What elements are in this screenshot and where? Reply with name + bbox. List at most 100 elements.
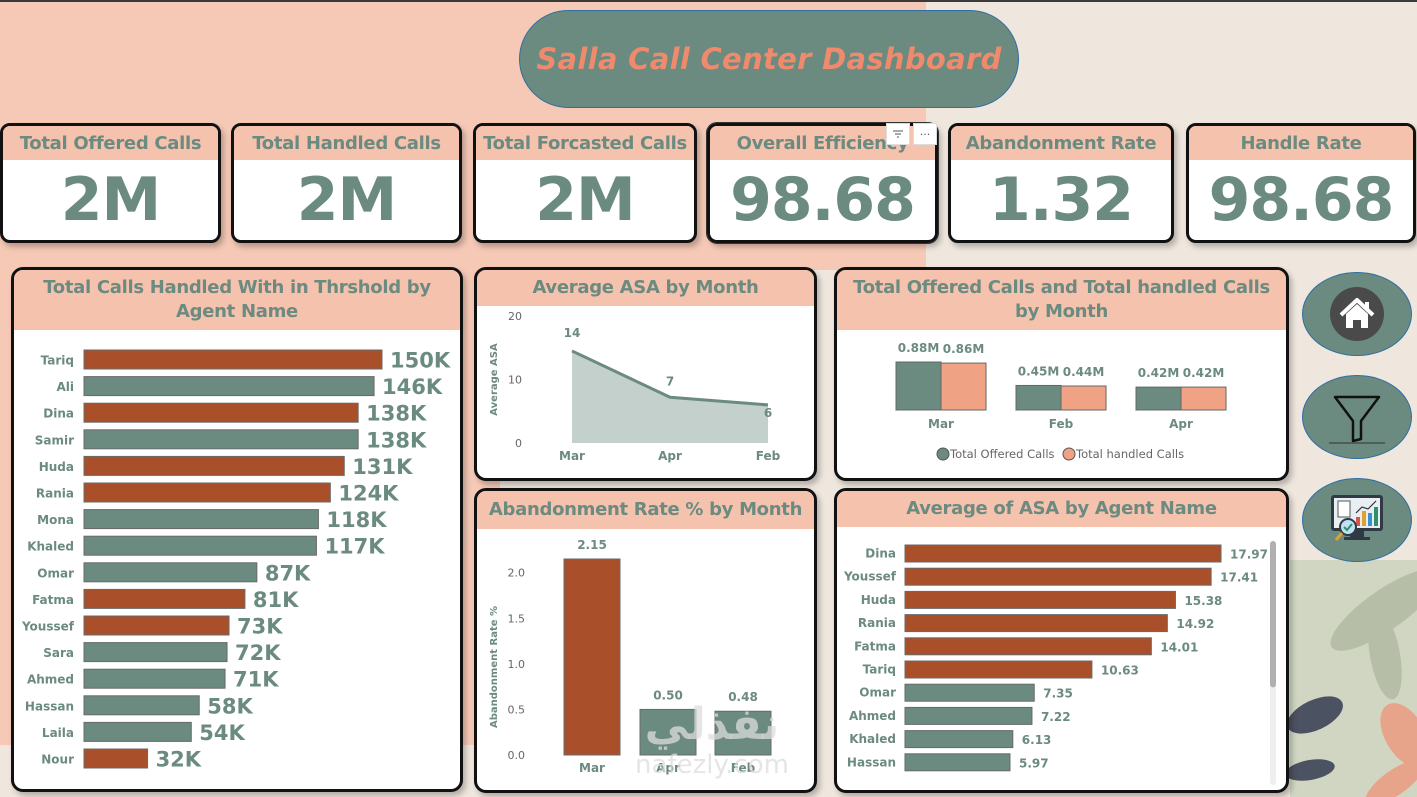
category-label: Youssef <box>843 570 897 584</box>
bar <box>904 567 1212 586</box>
bar <box>83 535 317 556</box>
category-label: Ahmed <box>849 709 896 723</box>
data-label: 17.41 <box>1220 571 1258 585</box>
data-label: 2.15 <box>577 538 607 552</box>
chart-card-offered-vs-handled[interactable]: Total Offered Calls and Total handled Ca… <box>834 267 1289 481</box>
data-label: 0.86M <box>943 342 985 356</box>
data-label: 0.88M <box>898 341 940 355</box>
bar <box>83 695 200 716</box>
chart-title: Average ASA by Month <box>477 270 814 306</box>
category-label: Huda <box>39 460 74 474</box>
bar <box>83 668 226 689</box>
data-label: 146K <box>382 375 443 399</box>
legend-marker <box>936 447 950 461</box>
category-label: Rania <box>858 616 896 630</box>
home-button[interactable] <box>1302 272 1412 356</box>
home-icon <box>1330 287 1384 341</box>
kpi-card-total-forcasted-calls[interactable]: Total Forcasted Calls 2M <box>473 123 697 243</box>
data-label: 131K <box>352 455 413 479</box>
chart-card-asa-by-month[interactable]: Average ASA by Month 0 10 20 Average ASA 14 M… <box>474 267 817 481</box>
kpi-label: Handle Rate <box>1189 126 1413 160</box>
data-label: 14.01 <box>1160 640 1198 654</box>
category-label: Sara <box>43 646 74 660</box>
data-label: 0.45M <box>1018 364 1060 378</box>
bar <box>83 562 258 583</box>
bar <box>940 362 987 411</box>
category-label: Rania <box>36 487 74 501</box>
category-label: Hassan <box>25 699 74 713</box>
bar <box>904 660 1093 679</box>
data-label: 73K <box>237 615 283 639</box>
y-tick-label: 1.5 <box>508 612 526 625</box>
series-line <box>571 349 769 407</box>
data-label: 58K <box>207 694 253 718</box>
data-label: 124K <box>338 482 399 506</box>
category-label: Mona <box>37 513 74 527</box>
chart-card-abandonment-by-month[interactable]: Abandonment Rate % by Month 0.0 0.5 1.0 1.5… <box>474 488 817 793</box>
data-label: 118K <box>326 508 387 532</box>
data-label: 54K <box>199 721 245 745</box>
dashboard-title: Salla Call Center Dashboard <box>536 42 1002 76</box>
x-tick-label: Feb <box>731 761 756 775</box>
bar <box>83 376 375 397</box>
bar <box>83 615 230 636</box>
data-label: 7.22 <box>1041 710 1071 724</box>
chart-card-threshold-by-agent[interactable]: Total Calls Handled With in Thrshold by … <box>11 267 463 792</box>
bar <box>1060 385 1107 411</box>
y-tick-label: 1.0 <box>508 658 526 671</box>
x-tick-label: Apr <box>656 761 680 775</box>
data-label: 17.97 <box>1230 548 1268 562</box>
bar <box>83 402 359 423</box>
more-options-icon[interactable]: ··· <box>913 123 937 145</box>
data-label: 0.42M <box>1138 366 1180 380</box>
area-fill <box>572 350 768 443</box>
bar <box>83 721 192 742</box>
analytics-monitor-icon <box>1331 495 1383 541</box>
legend-marker <box>1062 447 1076 461</box>
bar <box>83 509 319 530</box>
category-label: Fatma <box>32 593 74 607</box>
chart-abandonment-by-month: 0.0 0.5 1.0 1.5 2.0 Abandonment Rate % 2.15 Mar… <box>489 538 772 775</box>
category-label: Fatma <box>854 639 896 653</box>
bar <box>904 614 1168 633</box>
bar <box>904 730 1014 749</box>
kpi-card-abandonment-rate[interactable]: Abandonment Rate 1.32 <box>948 123 1174 243</box>
kpi-value: 2M <box>535 165 635 235</box>
category-label: Tariq <box>41 354 74 368</box>
legend-label: Total handled Calls <box>1075 447 1184 461</box>
category-label: Huda <box>861 593 896 607</box>
bar <box>83 482 331 503</box>
data-label: 14.92 <box>1176 617 1214 631</box>
bar <box>83 748 149 769</box>
chart-title: Average of ASA by Agent Name <box>837 491 1286 527</box>
analytics-button[interactable] <box>1302 478 1412 562</box>
funnel-icon <box>1329 395 1385 444</box>
bar <box>904 753 1011 772</box>
chart-title: Total Offered Calls and Total handled Ca… <box>837 270 1286 330</box>
data-label: 6.13 <box>1022 733 1052 747</box>
category-label: Tariq <box>863 663 896 677</box>
chart-asa-by-month: 0 10 20 Average ASA 14 Mar 7 Apr 6 Feb <box>489 310 781 463</box>
bar <box>83 455 345 476</box>
x-tick-label: Feb <box>1049 417 1074 431</box>
data-label: 14 <box>564 326 581 340</box>
x-tick-label: Apr <box>658 449 682 463</box>
kpi-value: 2M <box>60 165 161 235</box>
kpi-card-handle-rate[interactable]: Handle Rate 98.68 <box>1186 123 1416 243</box>
data-label: 5.97 <box>1019 756 1049 770</box>
chart-title: Total Calls Handled With in Thrshold by … <box>14 270 460 330</box>
filter-button[interactable] <box>1302 375 1412 459</box>
data-label: 138K <box>366 402 427 426</box>
x-tick-label: Mar <box>928 417 954 431</box>
filter-lines-icon[interactable] <box>886 123 910 145</box>
category-label: Laila <box>42 726 74 740</box>
x-tick-label: Mar <box>579 761 605 775</box>
kpi-card-total-offered-calls[interactable]: Total Offered Calls 2M <box>0 123 221 243</box>
chart-card-asa-by-agent[interactable]: Average of ASA by Agent Name Dina 17.97 Yo… <box>834 488 1289 793</box>
data-label: 7 <box>666 374 674 388</box>
category-label: Khaled <box>27 540 74 554</box>
data-label: 0.44M <box>1063 365 1105 379</box>
bar <box>83 588 246 609</box>
scrollbar-thumb[interactable] <box>1270 541 1276 688</box>
kpi-card-total-handled-calls[interactable]: Total Handled Calls 2M <box>231 123 462 243</box>
